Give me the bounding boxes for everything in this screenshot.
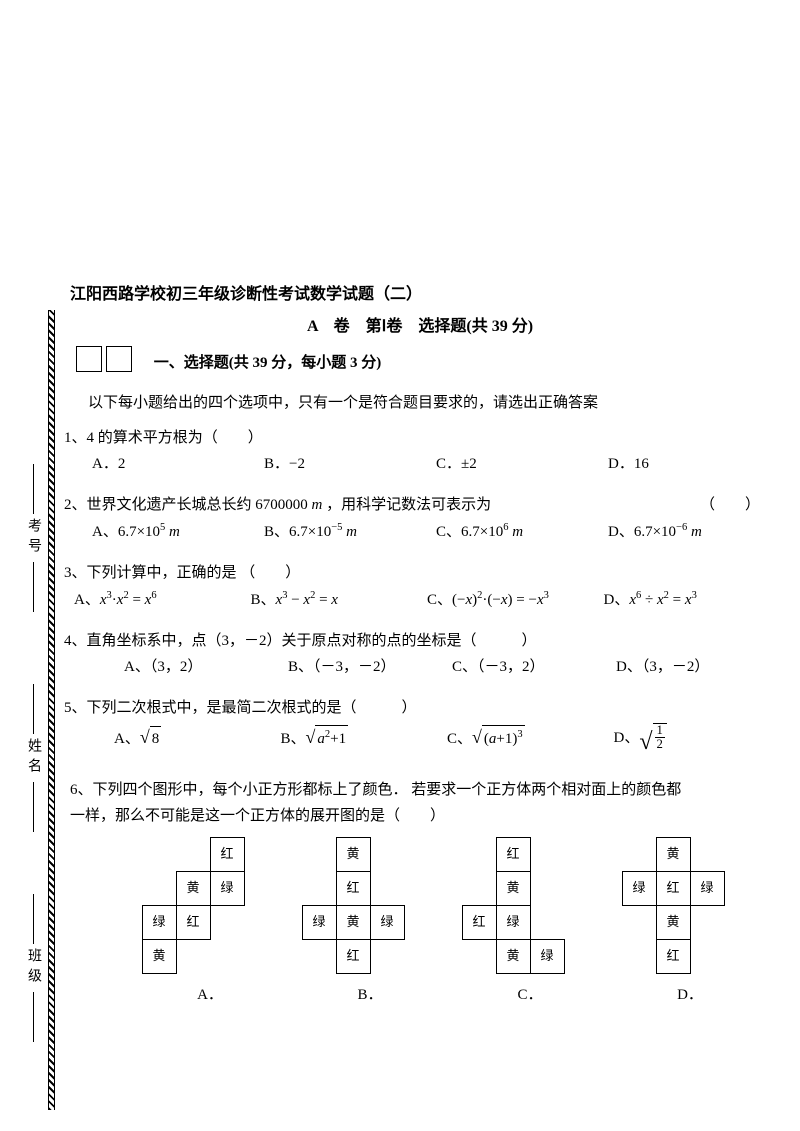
q5-opt-a: A、√8 [114, 722, 281, 763]
q5-opt-d: D、√12 [614, 722, 781, 763]
net-cell: 红 [462, 905, 497, 940]
q1-opt-a: A．2 [92, 452, 264, 478]
q6-line2: 一样，那么不可能是这一个正方体的展开图的是（ ） [70, 804, 780, 830]
q2-stem: 2、世界文化遗产长城总长约 6700000 m ，用科学记数法可表示为 （ ） [64, 493, 780, 519]
cube-net-a: 红黄绿绿红黄A． [142, 837, 278, 1009]
q3-stem: 3、下列计算中，正确的是 （ ） [64, 561, 780, 587]
net-cell: 绿 [210, 871, 245, 906]
q1-opt-d: D．16 [608, 452, 780, 478]
net-cell: 绿 [370, 905, 405, 940]
net-cell: 黄 [656, 837, 691, 872]
section-heading: 一、选择题(共 39 分，每小题 3 分) [154, 351, 382, 372]
q5-opt-c: C、√(a+1)3 [447, 722, 614, 763]
exam-subtitle: A 卷 第Ⅰ卷 选择题(共 39 分) [60, 312, 780, 336]
q4-opt-c: C、（－3，2） [452, 655, 616, 681]
net-cell: 绿 [530, 939, 565, 974]
side-exam-no: 考号 [23, 518, 43, 558]
binding-edge [48, 310, 55, 1110]
net-cell: 黄 [336, 905, 371, 940]
net-cell: 绿 [622, 871, 657, 906]
exam-content: 江阳西路学校初三年级诊断性考试数学试题（二） A 卷 第Ⅰ卷 选择题(共 39 … [60, 280, 780, 1025]
cube-net-b: 黄红绿黄绿红B． [302, 837, 438, 1009]
question-5: 5、下列二次根式中，是最简二次根式的是（ ） A、√8 B、√a2+1 C、√(… [60, 696, 780, 762]
question-1: 1、4 的算术平方根为（ ） A．2 B．−2 C．±2 D．16 [60, 426, 780, 477]
q3-opt-a: A、x3·x2 = x6 [74, 587, 251, 614]
question-4: 4、直角坐标系中，点（3，－2）关于原点对称的点的坐标是（ ） A、（3，2） … [60, 629, 780, 680]
net-cell: 红 [656, 871, 691, 906]
net-cell: 绿 [496, 905, 531, 940]
cube-net-d: 黄绿红绿黄红D． [622, 837, 758, 1009]
q3-opt-b: B、x3 − x2 = x [251, 587, 428, 614]
answer-boxes [60, 346, 136, 377]
question-3: 3、下列计算中，正确的是 （ ） A、x3·x2 = x6 B、x3 − x2 … [60, 561, 780, 613]
q1-opt-c: C．±2 [436, 452, 608, 478]
q2-opt-c: C、6.7×106 m [436, 519, 608, 546]
side-labels: 考号 姓名 班级 [20, 310, 46, 1110]
net-label-a: A． [142, 983, 278, 1009]
side-class: 班级 [23, 948, 43, 988]
net-cell: 黄 [142, 939, 177, 974]
question-2: 2、世界文化遗产长城总长约 6700000 m ，用科学记数法可表示为 （ ） … [60, 493, 780, 545]
q1-stem: 1、4 的算术平方根为（ ） [64, 426, 780, 452]
q6-line1: 6、下列四个图形中，每个小正方形都标上了颜色． 若要求一个正方体两个相对面上的颜… [70, 778, 780, 804]
net-cell: 黄 [496, 939, 531, 974]
net-cell: 黄 [336, 837, 371, 872]
net-label-c: C． [462, 983, 598, 1009]
cube-net-c: 红黄红绿黄绿C． [462, 837, 598, 1009]
q4-opt-a: A、（3，2） [124, 655, 288, 681]
cube-nets-row: 红黄绿绿红黄A．黄红绿黄绿红B．红黄红绿黄绿C．黄绿红绿黄红D． [70, 833, 780, 1009]
side-name: 姓名 [23, 738, 43, 778]
net-cell: 黄 [176, 871, 211, 906]
q5-opt-b: B、√a2+1 [281, 722, 448, 763]
net-cell: 红 [176, 905, 211, 940]
exam-title: 江阳西路学校初三年级诊断性考试数学试题（二） [60, 280, 780, 304]
q2-opt-b: B、6.7×10−5 m [264, 519, 436, 546]
net-cell: 绿 [690, 871, 725, 906]
q4-opt-d: D、（3，－2） [616, 655, 780, 681]
net-cell: 绿 [142, 905, 177, 940]
q4-opt-b: B、（－3，－2） [288, 655, 452, 681]
net-cell: 红 [336, 871, 371, 906]
net-cell: 红 [210, 837, 245, 872]
net-label-b: B． [302, 983, 438, 1009]
net-cell: 红 [336, 939, 371, 974]
q2-opt-a: A、6.7×105 m [92, 519, 264, 546]
net-label-d: D． [622, 983, 758, 1009]
q3-opt-d: D、x6 ÷ x2 = x3 [604, 587, 781, 614]
net-cell: 红 [656, 939, 691, 974]
question-6: 6、下列四个图形中，每个小正方形都标上了颜色． 若要求一个正方体两个相对面上的颜… [60, 778, 780, 1009]
net-cell: 黄 [656, 905, 691, 940]
net-cell: 绿 [302, 905, 337, 940]
net-cell: 黄 [496, 871, 531, 906]
q1-opt-b: B．−2 [264, 452, 436, 478]
q5-stem: 5、下列二次根式中，是最简二次根式的是（ ） [64, 696, 780, 722]
q2-opt-d: D、6.7×10−6 m [608, 519, 780, 546]
q4-stem: 4、直角坐标系中，点（3，－2）关于原点对称的点的坐标是（ ） [64, 629, 780, 655]
q3-opt-c: C、(−x)2·(−x) = −x3 [427, 587, 604, 614]
net-cell: 红 [496, 837, 531, 872]
instruction: 以下每小题给出的四个选项中，只有一个是符合题目要求的，请选出正确答案 [60, 391, 780, 412]
